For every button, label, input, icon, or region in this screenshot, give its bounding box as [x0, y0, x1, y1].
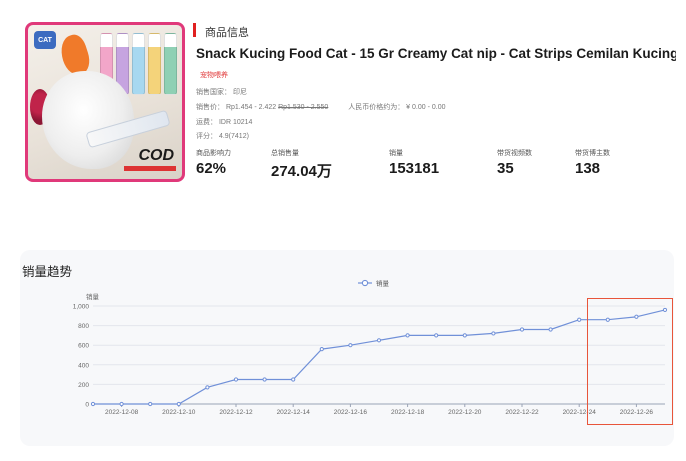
product-pack — [164, 33, 177, 95]
data-point — [662, 307, 668, 313]
category-tag[interactable]: 宠物喂养 — [200, 72, 228, 79]
x-tick-label: 2022-12-18 — [391, 409, 425, 416]
x-tick-label: 2022-12-24 — [563, 409, 597, 416]
x-tick-label: 2022-12-10 — [162, 409, 196, 416]
cat-graphic — [42, 71, 134, 169]
product-pack — [132, 33, 145, 95]
price-label: 销售价： — [196, 104, 224, 111]
y-tick-label: 200 — [78, 382, 89, 389]
series-line — [93, 309, 666, 405]
data-point — [148, 401, 153, 407]
rmb-price-label: 人民币价格约为： — [348, 104, 405, 111]
y-tick-label: 0 — [85, 402, 89, 409]
data-point — [205, 385, 210, 390]
rmb-price-value: ¥ 0.00 - 0.00 — [406, 104, 446, 111]
rating-value: 4.9(7412) — [218, 133, 249, 140]
legend-label: 销量 — [376, 279, 390, 288]
shipping-line: 运费： IDR 10214 — [196, 117, 252, 127]
data-point — [434, 333, 439, 338]
stat-label: 总销售量 — [271, 150, 299, 157]
price-line: 销售价： Rp1.454 - 2.422 Rp1.530 - 2.550 人民币… — [196, 102, 445, 112]
sales-country-value: 印尼 — [232, 89, 247, 96]
shipping-label: 运费： — [196, 119, 217, 126]
y-tick-label: 800 — [78, 323, 89, 330]
y-tick-label: 1,000 — [73, 304, 90, 311]
y-tick-label: 600 — [78, 343, 89, 350]
data-point — [376, 338, 382, 343]
shipping-value: IDR 10214 — [218, 119, 253, 126]
data-point — [348, 343, 353, 348]
data-point — [577, 317, 582, 322]
x-tick-label: 2022-12-20 — [448, 409, 482, 416]
sales-trend-card — [20, 250, 674, 446]
data-point — [233, 377, 239, 382]
rating-label: 评分： — [196, 133, 217, 140]
brand-logo: CAT — [34, 31, 56, 49]
data-point — [405, 333, 410, 338]
y-tick-label: 400 — [78, 362, 89, 369]
data-point — [519, 327, 525, 332]
stat-label: 带货视频数 — [497, 150, 532, 157]
stat-label: 商品影响力 — [196, 150, 231, 157]
stat-value: 274.04万 — [271, 163, 332, 180]
product-packs — [100, 33, 177, 95]
sales-trend-chart[interactable]: 0 200 400 600 800 1,000 销量 2022-12-08 2022-12-10… — [20, 250, 674, 446]
data-point — [319, 347, 324, 352]
x-tick-label: 2022-12-14 — [277, 409, 311, 416]
stat-influence: 商品影响力 62% — [196, 148, 231, 177]
stat-value: 35 — [497, 160, 514, 177]
section-accent-bar — [193, 23, 196, 37]
stat-total-sales: 总销售量 274.04万 — [271, 148, 332, 181]
data-point — [634, 314, 639, 319]
stat-sales: 销量 153181 — [389, 148, 439, 177]
product-title[interactable]: Snack Kucing Food Cat - 15 Gr Creamy Cat… — [196, 46, 676, 61]
stat-value: 62% — [196, 160, 227, 177]
cod-strip — [124, 166, 176, 171]
data-point — [90, 401, 96, 407]
product-info-heading: 商品信息 — [205, 27, 249, 39]
x-tick-label: 2022-12-08 — [105, 409, 139, 416]
legend-marker — [361, 279, 369, 287]
original-price: Rp1.530 - 2.550 — [278, 104, 329, 111]
stat-video-count: 带货视频数 35 — [497, 148, 532, 177]
data-point — [176, 401, 181, 407]
data-point — [262, 377, 267, 382]
data-point — [119, 401, 124, 407]
y-axis-label: 销量 — [86, 292, 100, 301]
cod-badge: COD — [138, 147, 174, 164]
x-tick-label: 2022-12-22 — [505, 409, 539, 416]
product-pack — [148, 33, 161, 95]
stat-value: 153181 — [389, 160, 440, 177]
stat-label: 带货博主数 — [575, 150, 610, 157]
sales-trend-title: 销量趋势 — [22, 265, 73, 279]
sales-country-label: 销售国家： — [196, 89, 231, 96]
highlight-box — [587, 298, 673, 425]
sales-country: 销售国家： 印尼 — [196, 87, 247, 97]
x-tick-label: 2022-12-12 — [219, 409, 253, 416]
data-point — [491, 331, 496, 336]
stat-creator-count: 带货博主数 138 — [575, 148, 610, 177]
price-value: Rp1.454 - 2.422 — [225, 104, 277, 111]
data-point — [605, 317, 610, 322]
data-point — [462, 333, 467, 338]
x-tick-label: 2022-12-26 — [620, 409, 654, 416]
data-point — [291, 377, 296, 382]
stat-value: 138 — [575, 160, 601, 177]
data-point — [548, 327, 553, 332]
rating-line: 评分： 4.9(7412) — [196, 131, 249, 141]
stat-label: 销量 — [389, 150, 403, 157]
product-image[interactable]: CAT COD — [25, 22, 185, 182]
x-tick-label: 2022-12-16 — [334, 409, 368, 416]
